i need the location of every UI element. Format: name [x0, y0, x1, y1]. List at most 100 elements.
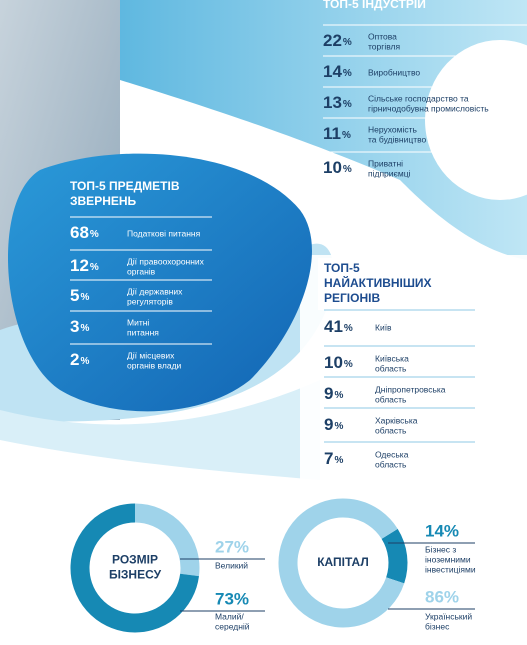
- item-value: 11%: [323, 124, 351, 143]
- item-label: Виробництво: [368, 67, 420, 77]
- item-label: область: [375, 459, 407, 469]
- category-label: середній: [215, 621, 250, 631]
- donut-segment: [134, 503, 200, 577]
- item-value: 2%: [70, 350, 89, 369]
- value-unit: %: [344, 323, 353, 334]
- value-unit: %: [80, 292, 89, 303]
- item-value: 5%: [70, 286, 89, 305]
- section-title: ТОП-5 ІНДУСТРІЙ: [323, 0, 426, 11]
- value-label: 73%: [215, 589, 249, 608]
- swirl: [120, 0, 527, 260]
- value-unit: %: [343, 164, 352, 175]
- value-unit: %: [343, 37, 352, 48]
- section-title: ТОП-5 ПРЕДМЕТІВ: [70, 179, 180, 193]
- item-value: 10%: [324, 353, 353, 372]
- item-label: Митні: [127, 317, 149, 327]
- category-label: бізнес: [425, 621, 450, 631]
- value-number: 12: [70, 256, 89, 275]
- item-label: торгівля: [368, 41, 401, 51]
- value-number: 10: [323, 158, 342, 177]
- section-title: ТОП-5: [324, 261, 360, 275]
- item-label: Дії державних: [127, 286, 183, 296]
- value-number: 5: [70, 286, 79, 305]
- value-number: 3: [70, 317, 79, 336]
- value-number: 9: [324, 415, 333, 434]
- item-value: 9%: [324, 415, 343, 434]
- section-title: ЗВЕРНЕНЬ: [70, 194, 137, 208]
- value-number: 10: [324, 353, 343, 372]
- title-box: [318, 258, 430, 310]
- item-label: Податкові питання: [127, 228, 201, 238]
- item-label: Сільське господарство та: [368, 93, 469, 103]
- value-unit: %: [334, 455, 343, 466]
- item-value: 14%: [323, 62, 352, 81]
- value-unit: %: [334, 421, 343, 432]
- item-label: Київ: [375, 322, 392, 332]
- item-value: 10%: [323, 158, 352, 177]
- value-number: 22: [323, 31, 342, 50]
- category-label: іноземними: [425, 554, 471, 564]
- item-label: регуляторів: [127, 296, 173, 306]
- value-number: 14: [323, 62, 342, 81]
- item-value: 9%: [324, 384, 343, 403]
- donut-segment: [278, 498, 405, 628]
- value-number: 7: [324, 449, 333, 468]
- item-label: Дії місцевих: [127, 350, 175, 360]
- blue-blob: [7, 153, 312, 412]
- value-unit: %: [80, 356, 89, 367]
- white-area: [425, 40, 527, 200]
- value-unit: %: [90, 229, 99, 240]
- item-value: 3%: [70, 317, 89, 336]
- chart-title: РОЗМІР: [112, 553, 158, 567]
- chart-title: БІЗНЕСУ: [109, 568, 162, 582]
- item-value: 22%: [323, 31, 352, 50]
- value-number: 41: [324, 317, 343, 336]
- value-number: 9: [324, 384, 333, 403]
- item-label: Оптова: [368, 31, 397, 41]
- value-label: 14%: [425, 521, 459, 540]
- item-label: гірничодобувна промисловість: [368, 103, 489, 113]
- value-unit: %: [90, 262, 99, 273]
- value-number: 68: [70, 223, 89, 242]
- item-label: Київська: [375, 353, 409, 363]
- donut-segment: [70, 503, 199, 633]
- item-value: 7%: [324, 449, 343, 468]
- value-unit: %: [344, 359, 353, 370]
- item-label: підприємці: [368, 168, 411, 178]
- item-label: Дніпропетровська: [375, 384, 446, 394]
- item-value: 13%: [323, 93, 352, 112]
- section-title: РЕГІОНІВ: [324, 291, 380, 305]
- item-label: Дії правоохоронних: [127, 256, 205, 266]
- white-area: [300, 255, 527, 480]
- value-number: 13: [323, 93, 342, 112]
- value-unit: %: [342, 130, 351, 141]
- item-label: Приватні: [368, 158, 403, 168]
- category-label: Великий: [215, 560, 248, 570]
- item-value: 12%: [70, 256, 99, 275]
- item-label: область: [375, 425, 407, 435]
- section-title: НАЙАКТИВНІШИХ: [324, 275, 432, 290]
- item-label: та будівництво: [368, 134, 427, 144]
- value-unit: %: [343, 99, 352, 110]
- item-label: органів влади: [127, 360, 182, 370]
- donut-segment: [381, 528, 408, 584]
- value-unit: %: [80, 323, 89, 334]
- item-value: 41%: [324, 317, 353, 336]
- value-number: 2: [70, 350, 79, 369]
- value-number: 11: [323, 124, 341, 143]
- item-label: область: [375, 363, 407, 373]
- item-label: Одеська: [375, 449, 409, 459]
- category-label: Бізнес з: [425, 544, 456, 554]
- chart-title: КАПІТАЛ: [317, 555, 369, 569]
- item-label: питання: [127, 327, 159, 337]
- category-label: інвестиціями: [425, 564, 476, 574]
- value-label: 86%: [425, 587, 459, 606]
- item-value: 68%: [70, 223, 99, 242]
- item-label: область: [375, 394, 407, 404]
- value-unit: %: [334, 390, 343, 401]
- value-label: 27%: [215, 537, 249, 556]
- category-label: Малий/: [215, 611, 244, 621]
- item-label: Харківська: [375, 415, 418, 425]
